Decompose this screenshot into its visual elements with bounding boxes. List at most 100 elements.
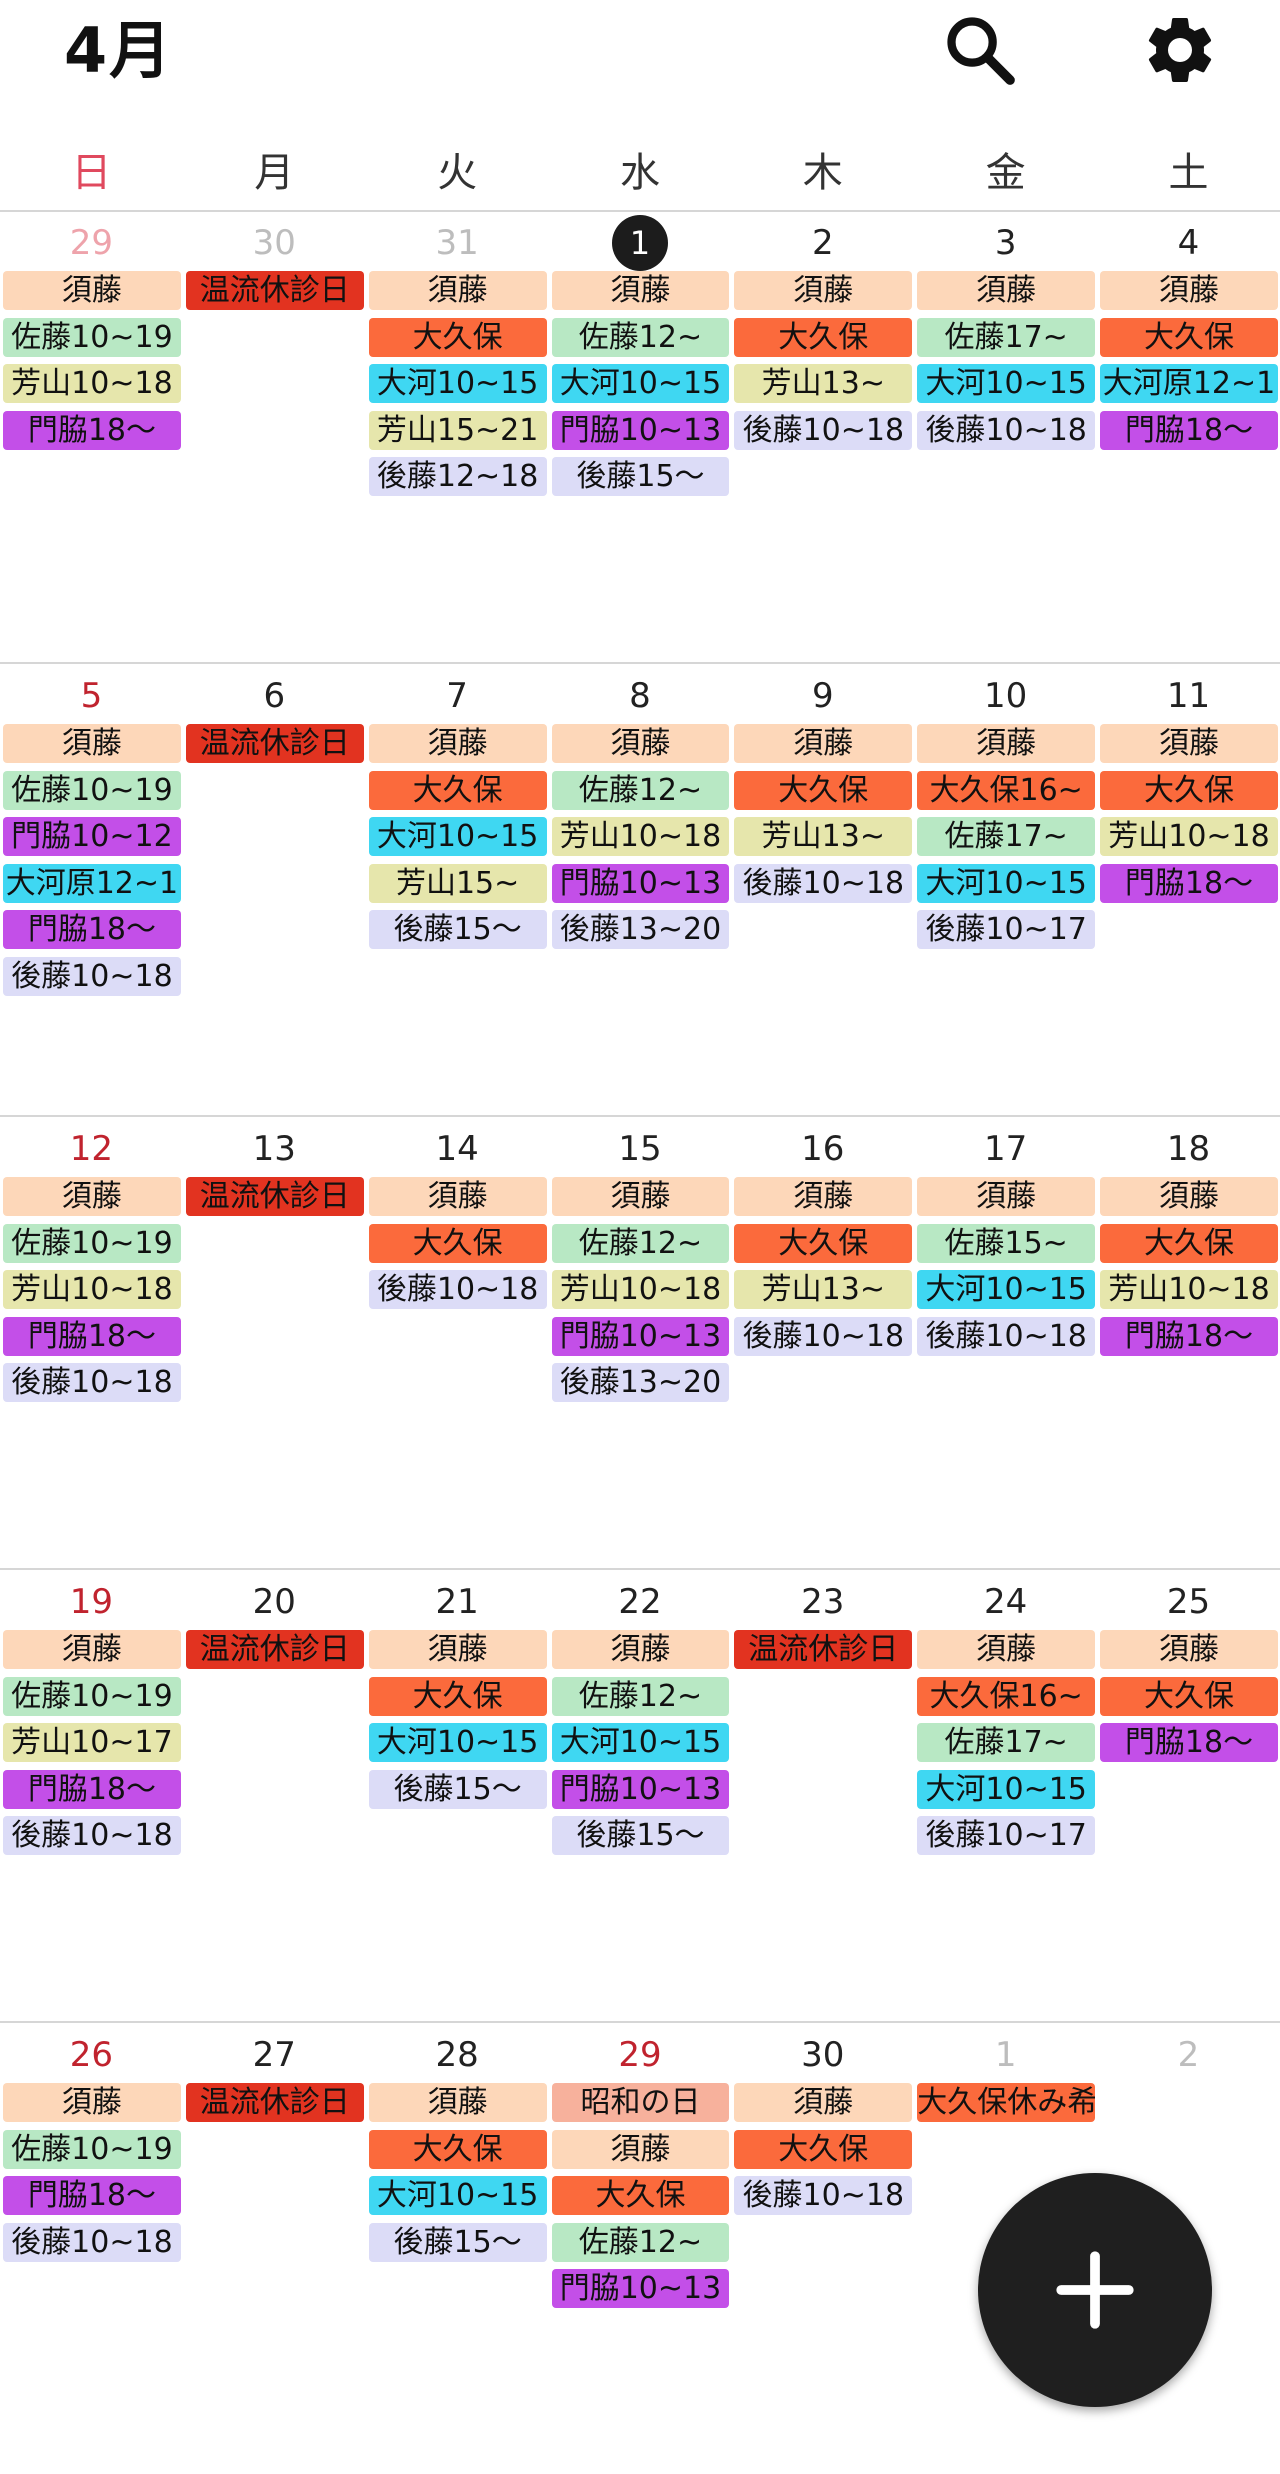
event-chip[interactable]: 後藤10~17 <box>917 1816 1096 1855</box>
day-cell[interactable]: 1 須藤 佐藤12~ 大河10~15 門脇10~13 後藤15〜 <box>549 211 732 662</box>
event-chip[interactable]: 須藤 <box>368 2083 547 2122</box>
event-chip[interactable]: 大久保 <box>1100 1676 1278 1716</box>
event-chip[interactable]: 後藤10~17 <box>917 910 1096 949</box>
day-cell[interactable]: 15 須藤 佐藤12~ 芳山10~18 門脇10~13 後藤13~20 <box>549 1117 732 1568</box>
event-chip[interactable]: 大久保 <box>368 770 547 810</box>
event-chip[interactable]: 須藤 <box>3 1177 181 1216</box>
event-chip[interactable]: 門脇18〜 <box>1100 1723 1278 1762</box>
event-chip[interactable]: 後藤10~18 <box>917 410 1096 450</box>
event-chip[interactable]: 芳山13~ <box>734 817 913 856</box>
event-chip[interactable]: 須藤 <box>3 1630 181 1669</box>
event-chip[interactable]: 後藤13~20 <box>551 1363 730 1402</box>
event-chip[interactable]: 門脇10~13 <box>551 2269 730 2308</box>
event-chip[interactable]: 後藤10~18 <box>734 1316 913 1356</box>
event-chip[interactable]: 門脇18〜 <box>3 1316 181 1356</box>
event-chip[interactable]: 須藤 <box>551 271 730 310</box>
event-chip[interactable]: 後藤10~18 <box>734 410 913 450</box>
event-chip[interactable]: 後藤15〜 <box>368 910 547 949</box>
event-chip[interactable]: 佐藤12~ <box>551 2222 730 2262</box>
event-chip[interactable]: 大久保 <box>551 2176 730 2215</box>
event-chip[interactable]: 昭和の日 <box>551 2083 730 2122</box>
event-chip[interactable]: 門脇18〜 <box>1100 410 1278 450</box>
event-chip[interactable]: 後藤10~18 <box>3 1816 181 1855</box>
day-cell[interactable]: 29 昭和の日 須藤 大久保 佐藤12~ 門脇10~13 <box>549 2023 732 2474</box>
event-chip[interactable]: 佐藤12~ <box>551 1223 730 1263</box>
event-chip[interactable]: 須藤 <box>551 1177 730 1216</box>
event-chip[interactable]: 芳山15~ <box>368 863 547 903</box>
event-chip[interactable]: 大久保 <box>734 317 913 357</box>
event-chip[interactable]: 須藤 <box>917 724 1096 763</box>
event-chip[interactable]: 門脇18〜 <box>3 2176 181 2215</box>
day-cell[interactable]: 2 <box>1097 2023 1280 2474</box>
search-button[interactable] <box>938 8 1022 92</box>
event-chip[interactable]: 大河10~15 <box>551 1723 730 1762</box>
event-chip[interactable]: 後藤15〜 <box>551 457 730 496</box>
day-cell[interactable]: 4 須藤 大久保 大河原12~1 門脇18〜 <box>1097 211 1280 662</box>
event-chip[interactable]: 佐藤12~ <box>551 317 730 357</box>
event-chip[interactable]: 佐藤17~ <box>917 1723 1096 1762</box>
event-chip[interactable]: 佐藤15~ <box>917 1223 1096 1263</box>
event-chip[interactable]: 大河10~15 <box>368 2176 547 2215</box>
event-chip[interactable]: 大久保 <box>368 1223 547 1263</box>
settings-button[interactable] <box>1138 8 1222 92</box>
event-chip[interactable]: 芳山10~17 <box>3 1723 181 1762</box>
day-cell[interactable]: 23 温流休診日 <box>731 1570 914 2021</box>
event-chip[interactable]: 須藤 <box>917 1177 1096 1216</box>
event-chip[interactable]: 大久保16~ <box>917 1676 1096 1716</box>
event-chip[interactable]: 佐藤10~19 <box>3 2129 181 2169</box>
event-chip[interactable]: 門脇18〜 <box>3 910 181 949</box>
day-cell[interactable]: 11 須藤 大久保 芳山10~18 門脇18〜 <box>1097 664 1280 1115</box>
event-chip[interactable]: 大河原12~1 <box>1100 364 1278 403</box>
event-chip[interactable]: 須藤 <box>368 271 547 310</box>
event-chip[interactable]: 大久保 <box>1100 770 1278 810</box>
event-chip[interactable]: 後藤10~18 <box>917 1316 1096 1356</box>
event-chip[interactable]: 温流休診日 <box>185 2083 364 2122</box>
event-chip[interactable]: 須藤 <box>734 271 913 310</box>
event-chip[interactable]: 温流休診日 <box>185 724 364 763</box>
day-cell[interactable]: 26 須藤 佐藤10~19 門脇18〜 後藤10~18 <box>0 2023 183 2474</box>
event-chip[interactable]: 後藤15〜 <box>551 1816 730 1855</box>
event-chip[interactable]: 大久保 <box>1100 1223 1278 1263</box>
day-cell[interactable]: 12 須藤 佐藤10~19 芳山10~18 門脇18〜 後藤10~18 <box>0 1117 183 1568</box>
event-chip[interactable]: 佐藤10~19 <box>3 770 181 810</box>
event-chip[interactable]: 大河10~15 <box>368 1723 547 1762</box>
day-cell[interactable]: 13 温流休診日 <box>183 1117 366 1568</box>
day-cell[interactable]: 19 須藤 佐藤10~19 芳山10~17 門脇18〜 後藤10~18 <box>0 1570 183 2021</box>
event-chip[interactable]: 大久保 <box>734 770 913 810</box>
event-chip[interactable]: 門脇10~13 <box>551 1769 730 1809</box>
event-chip[interactable]: 後藤15〜 <box>368 1769 547 1809</box>
event-chip[interactable]: 佐藤10~19 <box>3 1223 181 1263</box>
event-chip[interactable]: 須藤 <box>3 724 181 763</box>
event-chip[interactable]: 後藤15〜 <box>368 2222 547 2262</box>
event-chip[interactable]: 大久保 <box>734 1223 913 1263</box>
event-chip[interactable]: 佐藤10~19 <box>3 1676 181 1716</box>
event-chip[interactable]: 大久保 <box>734 2129 913 2169</box>
event-chip[interactable]: 大河10~15 <box>551 364 730 403</box>
event-chip[interactable]: 門脇10~12 <box>3 817 181 856</box>
event-chip[interactable]: 後藤10~18 <box>734 2176 913 2215</box>
event-chip[interactable]: 須藤 <box>917 1630 1096 1669</box>
event-chip[interactable]: 佐藤12~ <box>551 770 730 810</box>
day-cell[interactable]: 3 須藤 佐藤17~ 大河10~15 後藤10~18 <box>914 211 1097 662</box>
event-chip[interactable]: 須藤 <box>368 1630 547 1669</box>
event-chip[interactable]: 芳山10~18 <box>3 364 181 403</box>
day-cell[interactable]: 24 須藤 大久保16~ 佐藤17~ 大河10~15 後藤10~17 <box>914 1570 1097 2021</box>
event-chip[interactable]: 温流休診日 <box>185 1177 364 1216</box>
event-chip[interactable]: 門脇10~13 <box>551 1316 730 1356</box>
event-chip[interactable]: 大河10~15 <box>917 1769 1096 1809</box>
day-cell[interactable]: 2 須藤 大久保 芳山13~ 後藤10~18 <box>731 211 914 662</box>
event-chip[interactable]: 佐藤12~ <box>551 1676 730 1716</box>
event-chip[interactable]: 大久保休み希 <box>917 2083 1096 2122</box>
event-chip[interactable]: 須藤 <box>551 2129 730 2169</box>
event-chip[interactable]: 須藤 <box>1100 1177 1278 1216</box>
event-chip[interactable]: 門脇18〜 <box>1100 863 1278 903</box>
event-chip[interactable]: 佐藤10~19 <box>3 317 181 357</box>
event-chip[interactable]: 後藤10~18 <box>3 956 181 996</box>
event-chip[interactable]: 須藤 <box>368 1177 547 1216</box>
day-cell[interactable]: 20 温流休診日 <box>183 1570 366 2021</box>
event-chip[interactable]: 大河10~15 <box>368 817 547 856</box>
event-chip[interactable]: 大久保 <box>368 317 547 357</box>
event-chip[interactable]: 芳山10~18 <box>1100 1270 1278 1309</box>
event-chip[interactable]: 大河10~15 <box>917 863 1096 903</box>
day-cell[interactable]: 1 大久保休み希 <box>914 2023 1097 2474</box>
